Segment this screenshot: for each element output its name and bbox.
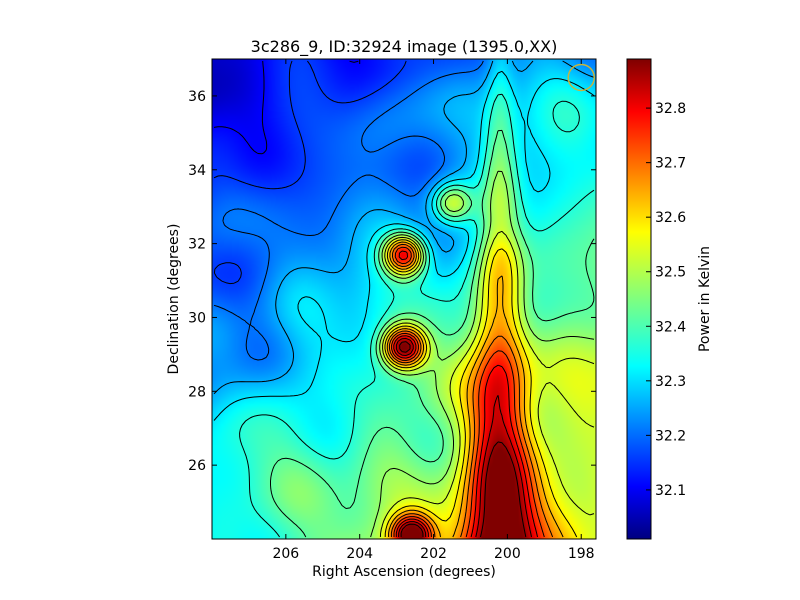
y-tick-label: 30 <box>188 310 206 326</box>
colorbar-tick-label: 32.2 <box>655 428 686 444</box>
chart-title: 3c286_9, ID:32924 image (1395.0,XX) <box>251 37 558 57</box>
contour-line <box>213 60 407 285</box>
x-axis-label: Right Ascension (degrees) <box>312 564 496 580</box>
beam-marker <box>567 63 595 92</box>
colorbar-tick-label: 32.5 <box>655 265 686 281</box>
colorbar-tick-label: 32.1 <box>655 483 686 499</box>
heatmap-image <box>212 59 596 539</box>
colorbar-tick-label: 32.7 <box>655 156 686 172</box>
colorbar-tick-label: 32.8 <box>655 101 686 117</box>
y-tick-label: 34 <box>188 163 206 179</box>
contour-line <box>370 170 595 538</box>
y-tick-label: 32 <box>188 237 206 253</box>
contour-line <box>270 129 595 538</box>
colorbar-gradient <box>626 58 652 540</box>
colorbar: 32.1 32.2 32.3 32.4 32.5 32.6 32.7 32.8 Power i… <box>626 58 713 540</box>
x-tick-label: 204 <box>346 546 373 562</box>
plot-frame <box>211 58 597 540</box>
x-tick-label: 198 <box>568 546 595 562</box>
contour-line <box>213 60 595 395</box>
contour-line <box>386 241 564 538</box>
contour-line <box>213 70 595 421</box>
colorbar-tick-label: 32.3 <box>655 374 686 390</box>
contour-line <box>213 60 484 361</box>
colorbar-tick-label: 32.6 <box>655 210 686 226</box>
colorbar-ticks: 32.1 32.2 32.3 32.4 32.5 32.6 32.7 32.8 <box>646 101 686 499</box>
x-tick-label: 200 <box>494 546 521 562</box>
contour-lines <box>213 60 595 538</box>
colorbar-tick-label: 32.4 <box>655 319 686 335</box>
contour-line <box>239 93 595 538</box>
x-tick-label: 202 <box>420 546 447 562</box>
y-tick-label: 36 <box>188 89 206 105</box>
colorbar-label: Power in Kelvin <box>697 246 713 352</box>
y-tick-label: 26 <box>188 458 206 474</box>
x-tick-label: 206 <box>272 546 299 562</box>
contour-line <box>393 250 538 538</box>
contour-line <box>391 246 545 538</box>
y-axis-label: Declination (degrees) <box>166 224 182 375</box>
plot-area <box>211 58 597 540</box>
contour-line <box>388 243 554 538</box>
y-axis: 26 28 30 32 34 36 <box>188 89 596 474</box>
contour-line <box>384 239 578 538</box>
y-tick-label: 28 <box>188 384 206 400</box>
contour-line <box>395 337 532 538</box>
contour-line <box>213 60 359 155</box>
x-axis: 206 204 202 200 198 <box>272 59 595 562</box>
contour-line <box>399 341 527 538</box>
contour-line <box>379 230 595 538</box>
